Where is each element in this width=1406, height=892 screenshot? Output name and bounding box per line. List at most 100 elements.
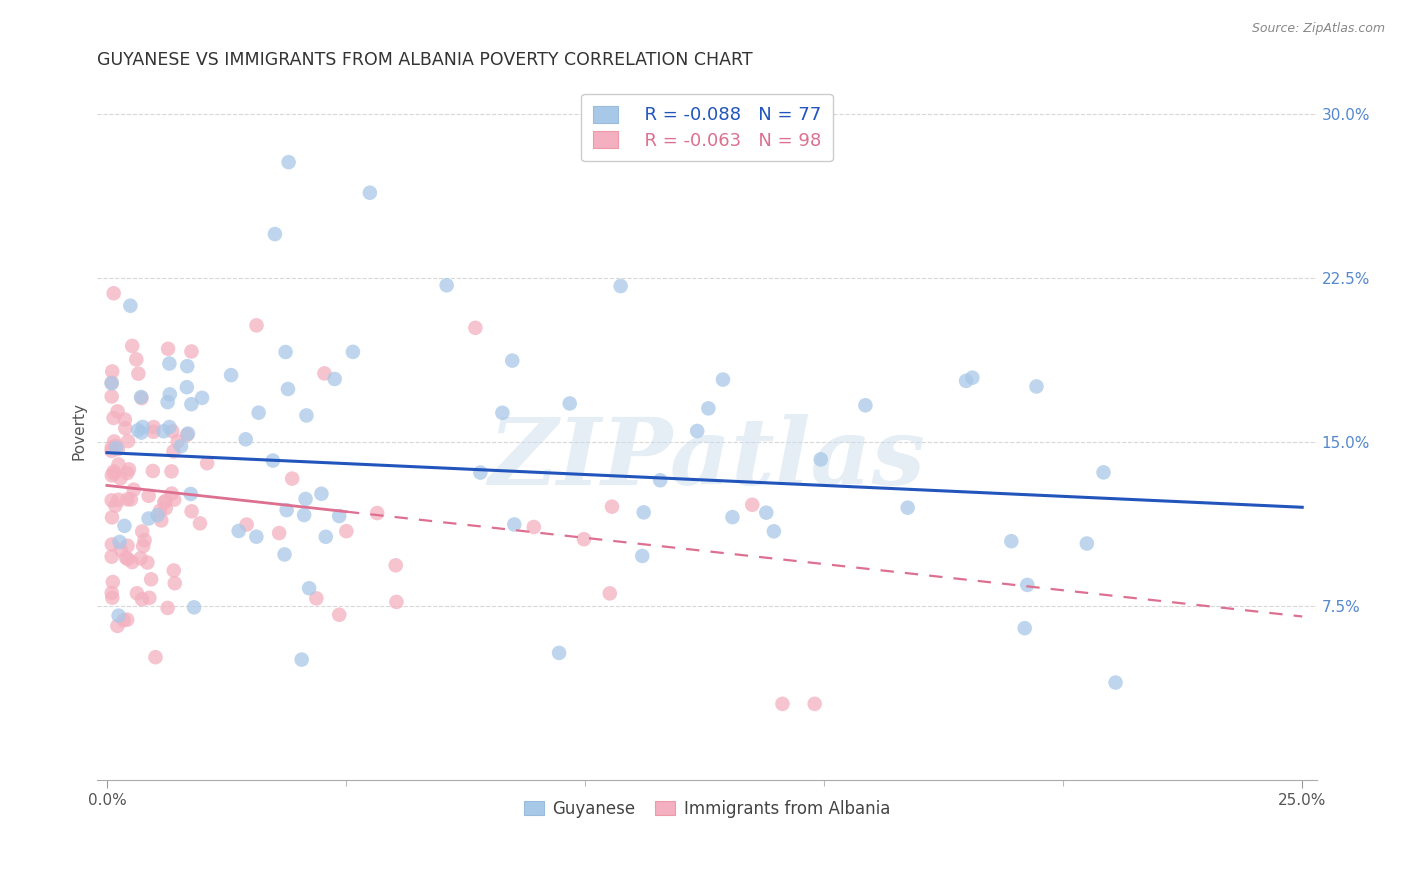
Point <box>107 442 129 456</box>
Point <box>131 524 153 539</box>
Point <box>142 425 165 439</box>
Point <box>155 501 177 516</box>
Point <box>323 372 346 386</box>
Point <box>803 697 825 711</box>
Point <box>755 506 778 520</box>
Point <box>117 492 139 507</box>
Point <box>118 462 141 476</box>
Point <box>195 456 218 470</box>
Point <box>142 420 165 434</box>
Point <box>955 374 977 388</box>
Point <box>121 555 143 569</box>
Point <box>269 526 291 541</box>
Point <box>180 487 202 501</box>
Point <box>138 511 160 525</box>
Point <box>104 439 127 453</box>
Point <box>294 491 316 506</box>
Point <box>385 595 408 609</box>
Point <box>110 471 132 485</box>
Point <box>1017 578 1039 592</box>
Point <box>464 321 486 335</box>
Point <box>281 472 304 486</box>
Point <box>100 493 122 508</box>
Point <box>105 441 128 455</box>
Point <box>149 504 172 518</box>
Point <box>235 517 257 532</box>
Point <box>129 551 152 566</box>
Point <box>273 548 295 562</box>
Point <box>897 500 920 515</box>
Point <box>762 524 785 539</box>
Point <box>176 380 198 394</box>
Point <box>152 424 174 438</box>
Point <box>131 425 153 440</box>
Point <box>117 552 139 566</box>
Point <box>125 352 148 367</box>
Point <box>103 411 125 425</box>
Point <box>142 464 165 478</box>
Point <box>115 550 138 565</box>
Point <box>101 574 124 589</box>
Point <box>117 539 139 553</box>
Point <box>247 406 270 420</box>
Point <box>1000 534 1022 549</box>
Point <box>157 357 180 371</box>
Point <box>159 387 181 401</box>
Point <box>191 391 214 405</box>
Point <box>228 524 250 538</box>
Point <box>100 441 122 455</box>
Point <box>166 434 188 449</box>
Point <box>366 506 388 520</box>
Point <box>131 391 153 405</box>
Point <box>129 390 152 404</box>
Point <box>384 558 406 573</box>
Point <box>101 468 124 483</box>
Point <box>114 412 136 426</box>
Point <box>572 532 595 546</box>
Point <box>328 607 350 622</box>
Point <box>810 452 832 467</box>
Point <box>264 227 287 241</box>
Point <box>157 420 180 434</box>
Point <box>103 434 125 449</box>
Point <box>108 535 131 549</box>
Point <box>503 517 526 532</box>
Point <box>1104 675 1126 690</box>
Point <box>1014 621 1036 635</box>
Point <box>292 508 315 522</box>
Point <box>558 396 581 410</box>
Point <box>470 466 492 480</box>
Point <box>145 650 167 665</box>
Point <box>107 608 129 623</box>
Point <box>721 510 744 524</box>
Point <box>131 592 153 607</box>
Point <box>121 339 143 353</box>
Point <box>631 549 654 563</box>
Point <box>697 401 720 416</box>
Point <box>157 342 180 356</box>
Point <box>359 186 381 200</box>
Point <box>1092 466 1115 480</box>
Point <box>219 368 242 383</box>
Point <box>107 619 129 633</box>
Point <box>100 376 122 391</box>
Point <box>127 423 149 437</box>
Point <box>314 367 336 381</box>
Point <box>177 426 200 441</box>
Point <box>136 556 159 570</box>
Point <box>315 530 337 544</box>
Point <box>134 533 156 548</box>
Point <box>132 539 155 553</box>
Point <box>120 492 142 507</box>
Point <box>100 443 122 458</box>
Point <box>183 600 205 615</box>
Point <box>162 444 184 458</box>
Point <box>176 427 198 442</box>
Point <box>139 572 162 586</box>
Point <box>335 524 357 538</box>
Point <box>101 537 124 551</box>
Point <box>277 155 299 169</box>
Point <box>711 373 734 387</box>
Point <box>599 586 621 600</box>
Point <box>107 492 129 507</box>
